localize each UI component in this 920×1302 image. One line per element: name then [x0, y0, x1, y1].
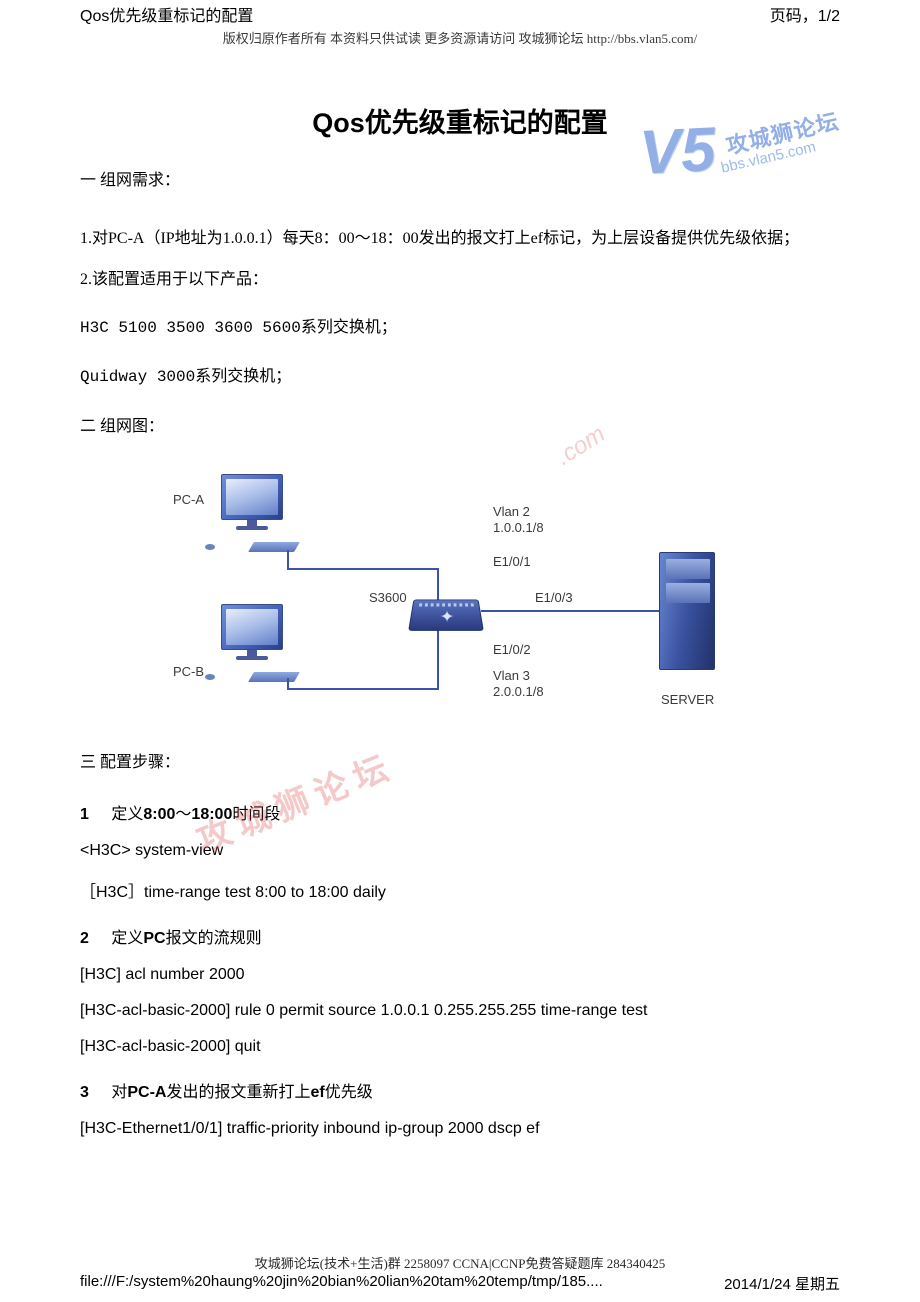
- server-label: SERVER: [661, 692, 714, 708]
- step2-num: 2: [80, 930, 89, 947]
- pc-b-icon: [213, 604, 291, 682]
- footer: 攻城狮论坛(技术+生活)群 2258097 CCNA|CCNP免费答疑题库 28…: [80, 1253, 840, 1294]
- step1-tb: 时间段: [232, 806, 280, 823]
- step1-mid: ～: [175, 806, 191, 823]
- step2-tb: 报文的流规则: [166, 930, 262, 947]
- page-indicator: 页码，1/2: [770, 2, 840, 26]
- vlan2-ip: 1.0.0.1/8: [493, 520, 544, 535]
- step1-num: 1: [80, 806, 89, 823]
- s1-p4: Quidway 3000系列交换机；: [80, 363, 840, 392]
- step3-tc: 优先级: [325, 1084, 373, 1101]
- vlan3-ip: 2.0.0.1/8: [493, 684, 544, 699]
- s1-p2: 2.该配置适用于以下产品：: [80, 266, 840, 295]
- vlan2-label: Vlan 2 1.0.0.1/8: [493, 504, 544, 537]
- s1-p1: 1.对PC-A（IP地址为1.0.0.1）每天8：00～18：00发出的报文打上…: [80, 218, 840, 260]
- vlan3-name: Vlan 3: [493, 668, 530, 683]
- network-diagram: PC-A PC-B ✦ S3600 SERVER Vlan 2 1.0.0.1/…: [165, 464, 755, 734]
- step3-b2: ef: [311, 1084, 325, 1101]
- step-2-head: 2 定义PC报文的流规则: [80, 924, 840, 948]
- vlan2-name: Vlan 2: [493, 504, 530, 519]
- step-1-head: 1 定义8:00～18:00时间段: [80, 800, 840, 824]
- cmd-2: ［H3C］time-range test 8:00 to 18:00 daily: [80, 878, 840, 902]
- step2-ta: 定义: [111, 930, 143, 947]
- step2-b1: PC: [143, 930, 165, 947]
- watermark-logo: V5: [638, 114, 717, 189]
- pc-a-icon: [213, 474, 291, 552]
- e102-label: E1/0/2: [493, 642, 531, 658]
- footer-date: 2014/1/24 星期五: [724, 1273, 840, 1294]
- e103-label: E1/0/3: [535, 590, 573, 606]
- step1-ta: 定义: [111, 806, 143, 823]
- section-3-head: 三 配置步骤：: [80, 748, 840, 772]
- cmd-3: [H3C] acl number 2000: [80, 966, 840, 984]
- watermark-top-right: V5 攻城狮论坛 bbs.vlan5.com: [638, 106, 862, 207]
- step3-ta: 对: [111, 1084, 127, 1101]
- s1-p3: H3C 5100 3500 3600 5600系列交换机；: [80, 314, 840, 343]
- step1-b1: 8:00: [143, 806, 175, 823]
- switch-icon: ✦: [408, 599, 484, 630]
- step3-tb: 发出的报文重新打上: [166, 1084, 310, 1101]
- footer-file-path: file:///F:/system%20haung%20jin%20bian%2…: [80, 1273, 603, 1294]
- step3-b1: PC-A: [127, 1084, 166, 1101]
- vlan3-label: Vlan 3 2.0.0.1/8: [493, 668, 544, 701]
- pc-b-label: PC-B: [173, 664, 204, 679]
- pc-a-label: PC-A: [173, 492, 204, 507]
- step3-num: 3: [80, 1084, 89, 1101]
- cmd-1: <H3C> system-view: [80, 842, 840, 860]
- doc-header-title: Qos优先级重标记的配置: [80, 2, 253, 26]
- step1-b2: 18:00: [191, 806, 232, 823]
- cmd-4: [H3C-acl-basic-2000] rule 0 permit sourc…: [80, 1002, 840, 1020]
- step-3-head: 3 对PC-A发出的报文重新打上ef优先级: [80, 1078, 840, 1102]
- server-icon: [659, 552, 715, 670]
- e101-label: E1/0/1: [493, 554, 531, 570]
- cmd-5: [H3C-acl-basic-2000] quit: [80, 1038, 840, 1056]
- section-2-head: 二 组网图：: [80, 412, 840, 436]
- cmd-6: [H3C-Ethernet1/0/1] traffic-priority inb…: [80, 1120, 840, 1138]
- switch-label: S3600: [369, 590, 407, 606]
- copyright-line: 版权归原作者所有 本资料只供试读 更多资源请访问 攻城狮论坛 http://bb…: [0, 28, 920, 47]
- footer-group-line: 攻城狮论坛(技术+生活)群 2258097 CCNA|CCNP免费答疑题库 28…: [80, 1253, 840, 1272]
